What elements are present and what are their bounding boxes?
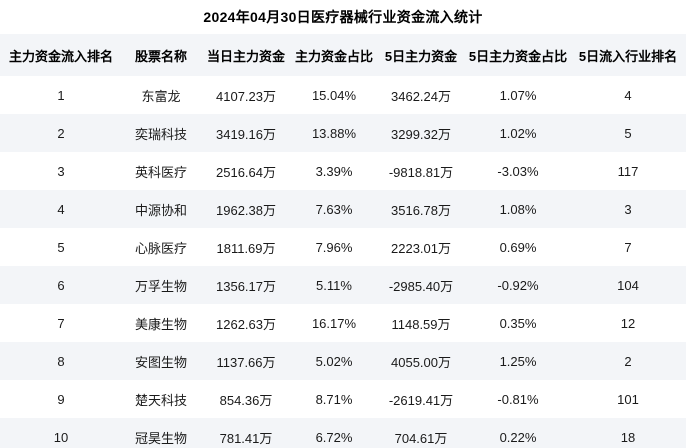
page-title: 2024年04月30日医疗器械行业资金流入统计 xyxy=(203,9,483,25)
cell-5day-industry-rank: 117 xyxy=(617,163,639,179)
cell-stock-name: 冠昊生物 xyxy=(134,430,187,446)
cell-stock-name: 心脉医疗 xyxy=(134,240,187,256)
cell-main-fund-ratio: 13.88% xyxy=(311,125,357,141)
cell-today-main-fund: 781.41万 xyxy=(219,430,273,446)
table-row: 10 冠昊生物 781.41万 6.72% 704.61万 0.22% 18 xyxy=(0,418,686,448)
cell-today-main-fund: 1356.17万 xyxy=(216,278,276,294)
cell-main-fund-ratio: 8.71% xyxy=(315,391,353,407)
cell-5day-main-fund: -2619.41万 xyxy=(388,392,454,408)
table-row: 7 美康生物 1262.63万 16.17% 1148.59万 0.35% 12 xyxy=(0,304,686,342)
cell-5day-industry-rank: 2 xyxy=(624,353,632,369)
cell-rank: 10 xyxy=(53,429,69,445)
table-row: 5 心脉医疗 1811.69万 7.96% 2223.01万 0.69% 7 xyxy=(0,228,686,266)
cell-5day-main-fund-ratio: 1.07% xyxy=(499,87,537,103)
cell-stock-name: 万孚生物 xyxy=(134,278,187,294)
cell-main-fund-ratio: 5.02% xyxy=(315,353,353,369)
cell-main-fund-ratio: 3.39% xyxy=(315,163,353,179)
cell-rank: 3 xyxy=(57,163,65,179)
header-today-main-fund: 当日主力资金 xyxy=(206,48,285,64)
cell-5day-main-fund: 4055.00万 xyxy=(391,354,451,370)
cell-5day-industry-rank: 5 xyxy=(624,125,632,141)
cell-stock-name: 奕瑞科技 xyxy=(134,126,187,142)
cell-rank: 8 xyxy=(57,353,65,369)
cell-today-main-fund: 1137.66万 xyxy=(216,354,276,370)
cell-5day-industry-rank: 104 xyxy=(617,277,639,293)
table-row: 2 奕瑞科技 3419.16万 13.88% 3299.32万 1.02% 5 xyxy=(0,114,686,152)
cell-stock-name: 中源协和 xyxy=(134,202,187,218)
cell-today-main-fund: 1962.38万 xyxy=(216,202,276,218)
table-header-row: 主力资金流入排名 股票名称 当日主力资金 主力资金占比 5日主力资金 5日主力资… xyxy=(0,34,686,76)
cell-today-main-fund: 1811.69万 xyxy=(216,240,276,256)
table-row: 9 楚天科技 854.36万 8.71% -2619.41万 -0.81% 10… xyxy=(0,380,686,418)
cell-rank: 4 xyxy=(57,201,65,217)
cell-main-fund-ratio: 6.72% xyxy=(315,429,353,445)
cell-5day-main-fund: 3462.24万 xyxy=(391,88,451,104)
cell-main-fund-ratio: 7.96% xyxy=(315,239,353,255)
cell-5day-main-fund-ratio: 1.25% xyxy=(499,353,537,369)
cell-5day-main-fund-ratio: 0.35% xyxy=(499,315,537,331)
cell-5day-industry-rank: 4 xyxy=(624,87,632,103)
cell-5day-main-fund: 2223.01万 xyxy=(391,240,451,256)
cell-5day-industry-rank: 7 xyxy=(624,239,632,255)
cell-5day-main-fund-ratio: 0.69% xyxy=(499,239,537,255)
cell-stock-name: 英科医疗 xyxy=(134,164,187,180)
cell-stock-name: 东富龙 xyxy=(141,88,181,104)
cell-main-fund-ratio: 5.11% xyxy=(316,277,352,293)
header-stock-name: 股票名称 xyxy=(134,48,187,64)
table-row: 4 中源协和 1962.38万 7.63% 3516.78万 1.08% 3 xyxy=(0,190,686,228)
cell-rank: 6 xyxy=(57,277,65,293)
cell-rank: 9 xyxy=(57,391,65,407)
cell-main-fund-ratio: 15.04% xyxy=(311,87,357,103)
cell-main-fund-ratio: 7.63% xyxy=(315,201,353,217)
cell-5day-main-fund-ratio: 1.02% xyxy=(499,125,537,141)
cell-5day-industry-rank: 12 xyxy=(620,315,636,331)
cell-5day-main-fund: 3299.32万 xyxy=(391,126,451,142)
cell-today-main-fund: 3419.16万 xyxy=(216,126,276,142)
cell-stock-name: 安图生物 xyxy=(134,354,187,370)
cell-stock-name: 楚天科技 xyxy=(134,392,187,408)
cell-5day-main-fund-ratio: 1.08% xyxy=(499,201,537,217)
table-row: 1 东富龙 4107.23万 15.04% 3462.24万 1.07% 4 xyxy=(0,76,686,114)
cell-rank: 7 xyxy=(57,315,65,331)
cell-rank: 2 xyxy=(57,125,65,141)
table-row: 8 安图生物 1137.66万 5.02% 4055.00万 1.25% 2 xyxy=(0,342,686,380)
cell-5day-main-fund: -2985.40万 xyxy=(388,278,454,294)
cell-5day-main-fund-ratio: 0.22% xyxy=(499,429,537,445)
cell-5day-main-fund-ratio: -0.92% xyxy=(497,277,539,293)
cell-5day-main-fund: 704.61万 xyxy=(394,430,448,446)
cell-stock-name: 美康生物 xyxy=(134,316,187,332)
header-5day-main-fund: 5日主力资金 xyxy=(384,48,458,64)
cell-rank: 5 xyxy=(57,239,65,255)
cell-5day-main-fund: 3516.78万 xyxy=(391,202,451,218)
cell-5day-main-fund: -9818.81万 xyxy=(388,164,454,180)
table-row: 6 万孚生物 1356.17万 5.11% -2985.40万 -0.92% 1… xyxy=(0,266,686,304)
cell-5day-industry-rank: 101 xyxy=(617,391,639,407)
cell-main-fund-ratio: 16.17% xyxy=(311,315,357,331)
cell-5day-main-fund: 1148.59万 xyxy=(391,316,451,332)
cell-rank: 1 xyxy=(57,87,65,103)
cell-today-main-fund: 4107.23万 xyxy=(216,88,276,104)
cell-5day-main-fund-ratio: -3.03% xyxy=(497,163,539,179)
cell-5day-industry-rank: 3 xyxy=(624,201,632,217)
cell-today-main-fund: 854.36万 xyxy=(219,392,273,408)
cell-5day-main-fund-ratio: -0.81% xyxy=(497,391,539,407)
header-5day-main-fund-ratio: 5日主力资金占比 xyxy=(468,48,568,64)
table-row: 3 英科医疗 2516.64万 3.39% -9818.81万 -3.03% 1… xyxy=(0,152,686,190)
cell-today-main-fund: 1262.63万 xyxy=(216,316,276,332)
header-main-fund-ratio: 主力资金占比 xyxy=(294,48,373,64)
cell-today-main-fund: 2516.64万 xyxy=(216,164,276,180)
cell-5day-industry-rank: 18 xyxy=(620,429,636,445)
header-main-inflow-rank: 主力资金流入排名 xyxy=(8,48,113,64)
header-5day-inflow-industry-rank: 5日流入行业排名 xyxy=(578,48,678,64)
